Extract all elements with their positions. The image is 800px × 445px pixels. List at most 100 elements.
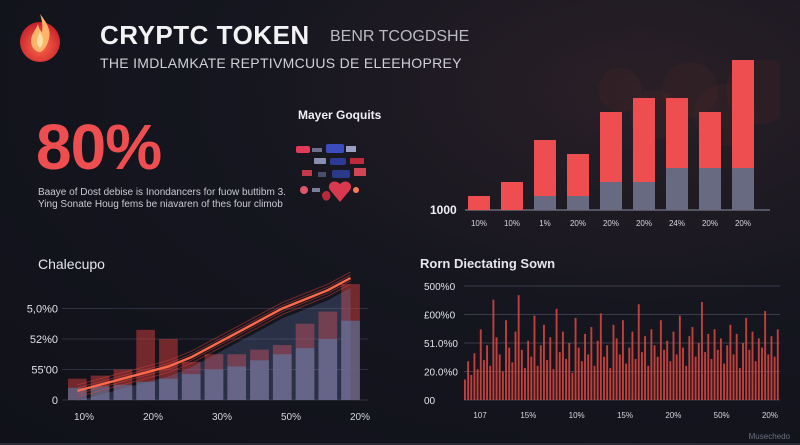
spike-bar <box>549 337 552 400</box>
spike-bar <box>482 360 485 400</box>
spike-bar <box>697 343 700 400</box>
y-tick-label: 20.0%0 <box>424 368 458 379</box>
spike-bar <box>464 379 466 400</box>
spike-bar <box>764 311 767 400</box>
spike-bar <box>757 338 760 400</box>
spike-bar <box>514 331 517 400</box>
x-tick-label: 20% <box>350 412 370 423</box>
spike-bar <box>738 368 741 400</box>
spike-bar <box>533 315 536 400</box>
spike-bar <box>694 356 697 400</box>
trend-line <box>77 271 351 386</box>
bar-top <box>600 112 622 182</box>
spike-bar <box>672 331 675 400</box>
bar-base <box>633 182 655 210</box>
bar-base <box>341 320 360 400</box>
x-tick-label: 20% <box>702 219 718 228</box>
spike-bar <box>770 336 773 400</box>
spike-bar <box>742 343 744 400</box>
spike-bar <box>539 345 542 400</box>
spike-bar <box>561 331 564 400</box>
spike-bar <box>666 340 669 400</box>
spike-bar <box>637 304 640 400</box>
x-tick-label: 107 <box>473 411 487 420</box>
spike-bar <box>489 365 492 400</box>
spike-bar <box>574 317 577 400</box>
bar-base <box>534 196 556 210</box>
spike-bar <box>517 295 520 400</box>
spike-bar <box>476 369 479 400</box>
bar-base <box>295 348 315 400</box>
spike-bar <box>754 361 757 400</box>
spike-bar <box>590 327 593 400</box>
bar-base <box>567 196 589 210</box>
x-tick-label: 20% <box>636 219 652 228</box>
spike-bar <box>467 361 470 400</box>
spike-bar <box>729 324 732 400</box>
spike-bar <box>571 372 574 400</box>
spike-bar <box>776 329 779 400</box>
spike-bar <box>719 338 722 400</box>
bar-top <box>501 182 523 210</box>
x-tick-label: 50% <box>714 411 730 420</box>
bottom-right-chart: 500%0 £00%0 51.0%0 20.0%0 00 107 15% 10% 15% 20%… <box>424 282 780 420</box>
spike-bar <box>505 320 507 400</box>
spike-bar <box>508 347 511 400</box>
y-tick-label: 5,0%0 <box>27 304 58 316</box>
spike-bar <box>707 333 710 400</box>
y-tick-label: 55'00 <box>31 365 58 377</box>
spike-bar <box>650 329 653 400</box>
spike-bar <box>644 336 647 400</box>
x-tick-label: 10% <box>74 412 94 423</box>
spike-bar <box>609 368 612 400</box>
bar-top <box>468 196 490 210</box>
stat-description: Baaye of Dost debise is Inondancers for … <box>38 187 286 210</box>
spike-bar <box>552 369 555 400</box>
y-tick-label: 0 <box>52 395 58 407</box>
page-title: CRYPTC TOKEN <box>100 20 310 50</box>
spike-bar <box>555 308 558 400</box>
chart-title-right: Rorn Diectating Sown <box>420 256 556 271</box>
spike-bar <box>726 345 729 400</box>
spike-bar <box>656 356 659 400</box>
bar-base <box>159 378 178 400</box>
spike-bar <box>631 331 634 400</box>
y-axis-label: 1000 <box>430 203 457 217</box>
spike-bar <box>606 345 609 400</box>
y-tick-label: 00 <box>424 396 436 407</box>
trend-area <box>77 288 351 401</box>
bar-base <box>666 168 688 210</box>
x-tick-label: 20% <box>762 411 778 420</box>
bar-base <box>250 360 269 400</box>
spike-bar <box>495 337 498 400</box>
bar-top <box>732 60 754 168</box>
spike-bar <box>599 313 602 400</box>
x-tick-label: 10% <box>504 219 520 228</box>
x-tick-label: 10% <box>471 219 487 228</box>
spike-bar <box>577 347 580 400</box>
spike-bar <box>659 320 662 400</box>
spike-bar <box>735 333 738 400</box>
x-tick-label: 15% <box>617 411 633 420</box>
spike-bar <box>565 358 568 400</box>
spike-bar <box>701 301 703 400</box>
spike-bar <box>470 374 473 400</box>
trend-line <box>77 274 351 389</box>
bar-base <box>90 386 110 400</box>
spike-bar <box>622 320 624 400</box>
spike-bar <box>536 365 539 400</box>
spike-bar <box>612 324 615 400</box>
spike-bar <box>678 315 681 400</box>
wallet-icon <box>332 168 366 178</box>
spike-bar <box>587 354 590 400</box>
spike-bar <box>596 340 599 400</box>
badge-icon <box>296 146 322 153</box>
title-tag: BENR TCOGDSHE <box>330 28 470 45</box>
chart-title-left: Chalecupo <box>38 256 105 272</box>
spike-bar <box>716 349 719 400</box>
spike-bar <box>653 345 656 400</box>
spike-bar <box>527 340 530 400</box>
spike-bar <box>647 365 650 400</box>
x-tick-label: 20% <box>665 411 681 420</box>
x-tick-label: 20% <box>735 219 751 228</box>
